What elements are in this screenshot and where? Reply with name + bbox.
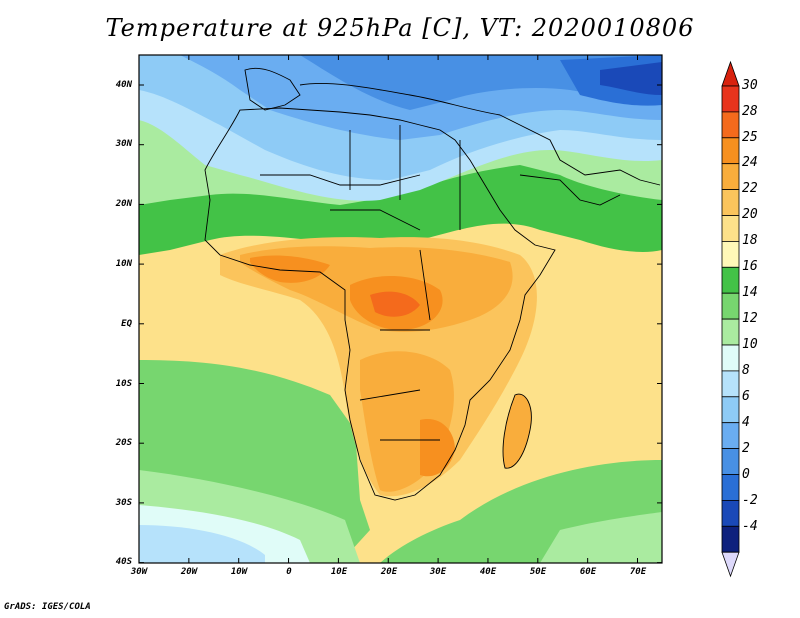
lat-label-30n: 30N bbox=[115, 139, 132, 149]
colorbar-label: 20 bbox=[742, 207, 758, 222]
colorbar-label: 12 bbox=[742, 311, 758, 326]
lat-label-10n: 10N bbox=[115, 259, 132, 269]
colorbar-label: 25 bbox=[742, 130, 758, 145]
colorbar-label: 14 bbox=[742, 285, 758, 300]
colorbar bbox=[721, 60, 740, 578]
lat-label-20s: 20S bbox=[115, 438, 132, 448]
colorbar-label: 0 bbox=[742, 467, 750, 482]
map-title: Temperature at 925hPa [C], VT: 202001080… bbox=[105, 14, 695, 42]
lon-label-10w: 10W bbox=[230, 567, 248, 577]
colorbar-swatch bbox=[721, 474, 740, 501]
lat-label-40s: 40S bbox=[115, 557, 132, 567]
colorbar-label: 6 bbox=[742, 389, 750, 404]
lon-label-30e: 30E bbox=[429, 567, 447, 577]
colorbar-swatch bbox=[721, 318, 740, 346]
lon-label-70e: 70E bbox=[629, 567, 647, 577]
lat-label-eq: EQ bbox=[121, 319, 132, 329]
colorbar-label: 8 bbox=[742, 363, 750, 378]
lon-label-40e: 40E bbox=[479, 567, 497, 577]
lat-label-30s: 30S bbox=[115, 498, 132, 508]
colorbar-swatch bbox=[721, 85, 740, 113]
colorbar-swatch bbox=[721, 422, 740, 450]
colorbar-swatch bbox=[721, 240, 740, 268]
colorbar-swatch bbox=[721, 137, 740, 165]
colorbar-swatch bbox=[721, 266, 740, 294]
lat-label-40n: 40N bbox=[115, 80, 132, 90]
colorbar-swatch bbox=[721, 370, 740, 398]
colorbar-swatch bbox=[721, 163, 740, 190]
colorbar-swatch bbox=[721, 448, 740, 475]
colorbar-label: -2 bbox=[742, 493, 758, 508]
colorbar-bottom-arrow bbox=[721, 551, 740, 578]
lon-label-10e: 10E bbox=[330, 567, 348, 577]
lon-label-50e: 50E bbox=[529, 567, 547, 577]
colorbar-swatch bbox=[721, 499, 740, 527]
axis-ticks bbox=[138, 55, 662, 564]
colorbar-label: 30 bbox=[742, 78, 758, 93]
lon-label-30w: 30W bbox=[130, 567, 148, 577]
coastlines bbox=[204, 67, 661, 501]
colorbar-swatch bbox=[721, 189, 740, 216]
colorbar-swatch bbox=[721, 525, 740, 553]
colorbar-top-arrow bbox=[721, 60, 740, 87]
colorbar-label: 10 bbox=[742, 337, 758, 352]
map-frame bbox=[138, 54, 663, 564]
colorbar-swatch bbox=[721, 111, 740, 139]
colorbar-label: -4 bbox=[742, 519, 758, 534]
colorbar-label: 28 bbox=[742, 104, 758, 119]
colorbar-swatch bbox=[721, 292, 740, 320]
colorbar-label: 24 bbox=[742, 155, 758, 170]
colorbar-label: 22 bbox=[742, 181, 758, 196]
colorbar-label: 18 bbox=[742, 233, 758, 248]
lon-label-20w: 20W bbox=[180, 567, 198, 577]
colorbar-label: 4 bbox=[742, 415, 750, 430]
temperature-field bbox=[139, 55, 662, 563]
lat-label-20n: 20N bbox=[115, 199, 132, 209]
lon-label-20e: 20E bbox=[380, 567, 398, 577]
colorbar-swatch bbox=[721, 215, 740, 242]
credit-text: GrADS: IGES/COLA bbox=[4, 602, 91, 612]
colorbar-label: 16 bbox=[742, 259, 758, 274]
colorbar-swatch bbox=[721, 344, 740, 372]
colorbar-swatch bbox=[721, 396, 740, 424]
lon-label-0: 0 bbox=[286, 567, 292, 577]
lat-label-10s: 10S bbox=[115, 379, 132, 389]
lon-label-60e: 60E bbox=[579, 567, 597, 577]
colorbar-label: 2 bbox=[742, 441, 750, 456]
